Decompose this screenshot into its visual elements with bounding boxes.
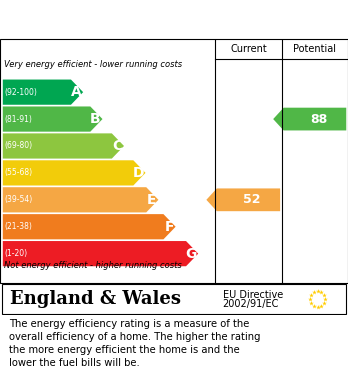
Text: E: E	[147, 193, 157, 207]
Text: (81-91): (81-91)	[5, 115, 32, 124]
Text: F: F	[164, 220, 174, 234]
Polygon shape	[3, 133, 124, 159]
Text: Very energy efficient - lower running costs: Very energy efficient - lower running co…	[4, 60, 182, 69]
Text: (55-68): (55-68)	[5, 169, 33, 178]
Polygon shape	[206, 188, 280, 211]
Text: 88: 88	[310, 113, 327, 126]
Text: (1-20): (1-20)	[5, 249, 27, 258]
Polygon shape	[3, 160, 145, 185]
Text: (92-100): (92-100)	[5, 88, 37, 97]
Text: Current: Current	[230, 44, 267, 54]
Polygon shape	[3, 241, 198, 266]
Text: (69-80): (69-80)	[5, 142, 33, 151]
Text: G: G	[185, 247, 197, 261]
Text: A: A	[71, 85, 81, 99]
Text: EU Directive: EU Directive	[223, 290, 283, 300]
Polygon shape	[3, 106, 103, 132]
Text: Potential: Potential	[293, 44, 337, 54]
Text: England & Wales: England & Wales	[10, 290, 181, 308]
Polygon shape	[3, 187, 158, 212]
Text: D: D	[132, 166, 144, 180]
Text: Not energy efficient - higher running costs: Not energy efficient - higher running co…	[4, 261, 182, 270]
Text: C: C	[112, 139, 122, 153]
Text: B: B	[90, 112, 101, 126]
Polygon shape	[273, 108, 346, 131]
Polygon shape	[3, 214, 176, 239]
Text: 52: 52	[243, 193, 261, 206]
Text: 2002/91/EC: 2002/91/EC	[223, 299, 279, 309]
Text: The energy efficiency rating is a measure of the
overall efficiency of a home. T: The energy efficiency rating is a measur…	[9, 319, 260, 368]
Text: (39-54): (39-54)	[5, 196, 33, 204]
Text: (21-38): (21-38)	[5, 222, 32, 231]
Text: Energy Efficiency Rating: Energy Efficiency Rating	[9, 12, 229, 27]
Polygon shape	[3, 79, 83, 105]
